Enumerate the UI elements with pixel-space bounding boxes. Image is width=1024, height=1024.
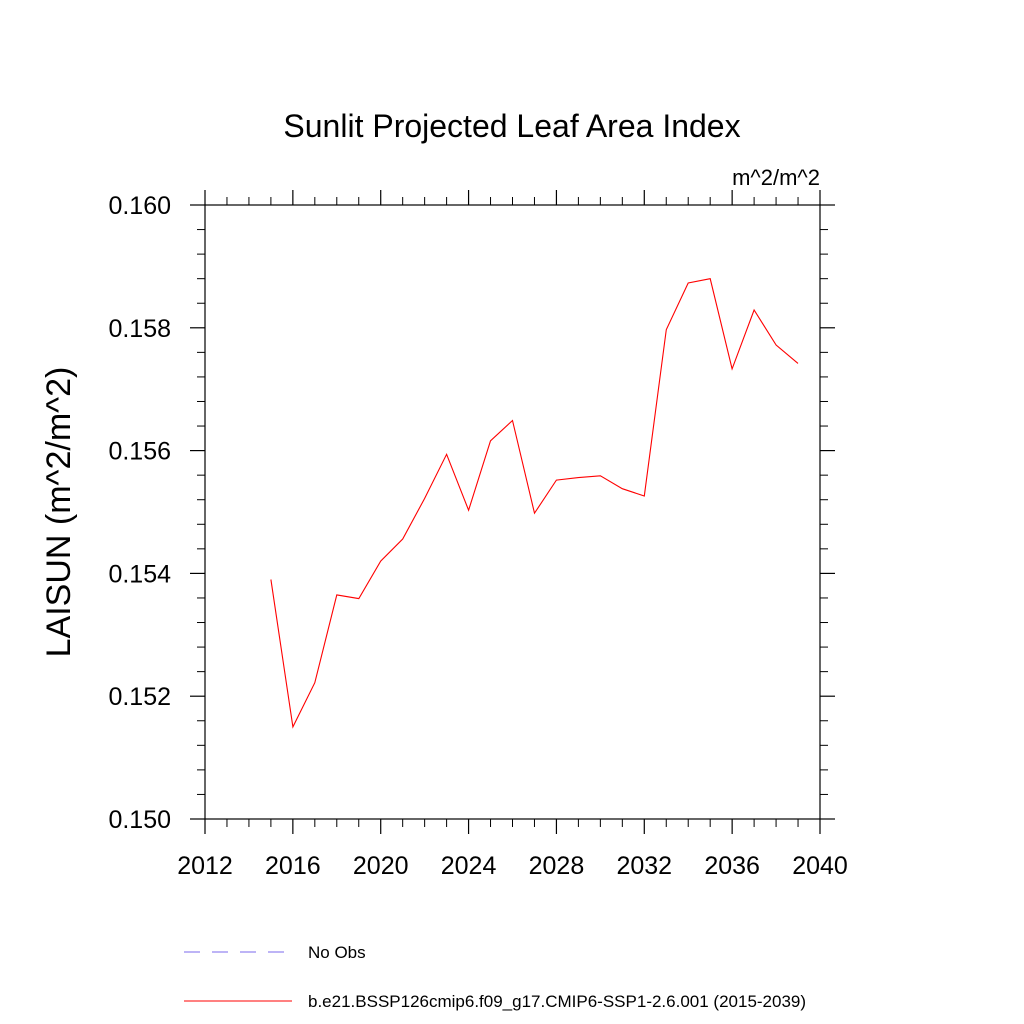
x-tick-label: 2020 <box>353 852 409 880</box>
x-tick-label: 2028 <box>529 852 585 880</box>
plot-frame <box>204 204 821 820</box>
y-axis-label: LAISUN (m^2/m^2) <box>40 367 78 658</box>
y-tick-label: 0.160 <box>108 192 171 220</box>
x-tick-label: 2024 <box>441 852 497 880</box>
x-tick-label: 2036 <box>704 852 760 880</box>
y-tick-label: 0.156 <box>108 438 171 466</box>
x-tick-label: 2012 <box>177 852 233 880</box>
x-tick-label: 2016 <box>265 852 321 880</box>
chart-title: Sunlit Projected Leaf Area Index <box>283 108 740 144</box>
x-tick-label: 2032 <box>616 852 672 880</box>
y-tick-label: 0.150 <box>108 806 171 834</box>
y-tick-label: 0.154 <box>108 560 171 588</box>
axis-ticks: 2012 2016 2020 2024 2028 2032 2036 2040 0.150 0.1… <box>108 190 848 880</box>
legend: No Obs b.e21.BSSP126cmip6.f09_g17.CMIP6-S… <box>184 943 806 1011</box>
series-layer <box>270 278 799 729</box>
series-line <box>270 278 799 729</box>
y-tick-label: 0.158 <box>108 315 171 343</box>
legend-label: No Obs <box>308 943 366 962</box>
x-tick-label: 2040 <box>792 852 848 880</box>
y-tick-label: 0.152 <box>108 683 171 711</box>
legend-label: b.e21.BSSP126cmip6.f09_g17.CMIP6-SSP1-2.… <box>308 992 806 1011</box>
units-label: m^2/m^2 <box>732 165 820 190</box>
